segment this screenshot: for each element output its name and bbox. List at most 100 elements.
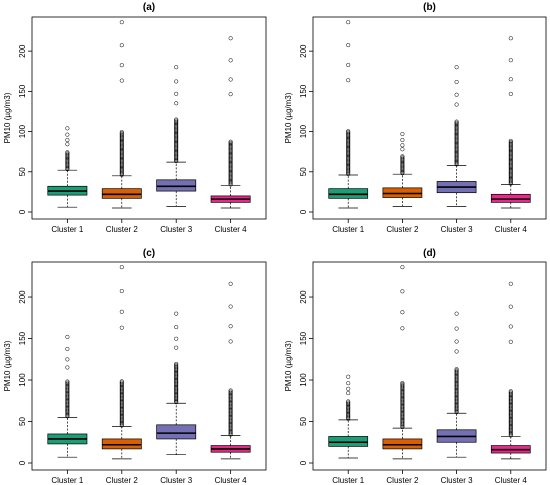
outlier-point bbox=[400, 156, 405, 161]
y-tick-label: 200 bbox=[299, 290, 308, 304]
x-tick-label: Cluster 4 bbox=[215, 476, 248, 485]
outlier-point bbox=[65, 357, 70, 362]
outlier-point bbox=[228, 388, 233, 393]
panel-title: (a) bbox=[143, 2, 155, 13]
x-tick-label: Cluster 4 bbox=[215, 225, 248, 234]
plot-frame bbox=[31, 261, 267, 471]
outlier-point bbox=[119, 78, 124, 83]
outlier-max-point bbox=[174, 311, 179, 316]
box-1: Cluster 1 bbox=[47, 126, 88, 234]
y-tick-label: 50 bbox=[299, 417, 308, 426]
outlier-max-point bbox=[65, 126, 70, 131]
outlier-point bbox=[346, 43, 351, 48]
outlier-point bbox=[454, 339, 459, 344]
box-iqr bbox=[101, 188, 142, 199]
outlier-point bbox=[400, 382, 405, 387]
outlier-point bbox=[454, 349, 459, 354]
outlier-max-point bbox=[119, 265, 124, 270]
panel-title: (b) bbox=[423, 2, 436, 13]
outlier-point bbox=[454, 119, 459, 124]
x-tick-label: Cluster 4 bbox=[495, 476, 528, 485]
outlier-max-point bbox=[508, 36, 513, 41]
outlier-point bbox=[400, 155, 405, 160]
plot-frame bbox=[312, 261, 547, 471]
outlier-point bbox=[400, 380, 405, 386]
outlier-point bbox=[65, 152, 70, 157]
outlier-point bbox=[508, 58, 513, 63]
x-tick-label: Cluster 3 bbox=[160, 476, 193, 485]
outlier-point bbox=[346, 381, 351, 386]
outlier-max-point bbox=[119, 20, 124, 25]
y-axis: 0 50 100 150 200 bbox=[18, 290, 32, 465]
outlier-point bbox=[65, 151, 70, 156]
outlier-point bbox=[174, 118, 179, 123]
outlier-point bbox=[65, 132, 70, 137]
outlier-point bbox=[508, 324, 513, 329]
outlier-point bbox=[346, 399, 351, 404]
outlier-point bbox=[65, 150, 70, 155]
outlier-point bbox=[508, 390, 513, 395]
outlier-point bbox=[228, 77, 233, 82]
outlier-point bbox=[454, 92, 459, 97]
outlier-point bbox=[119, 130, 124, 135]
outlier-point bbox=[174, 364, 179, 369]
box-iqr bbox=[490, 193, 531, 203]
box-3: Cluster 3 bbox=[156, 311, 197, 485]
box-4: Cluster 4 bbox=[210, 36, 251, 234]
outlier-point bbox=[346, 401, 351, 406]
outlier-point bbox=[174, 91, 179, 96]
outlier-point bbox=[174, 101, 179, 106]
outlier-max-point bbox=[454, 311, 459, 316]
box-iqr bbox=[328, 188, 369, 199]
outlier-point bbox=[346, 386, 351, 391]
box-3: Cluster 3 bbox=[436, 65, 477, 234]
y-axis: 0 50 100 150 200 bbox=[18, 44, 32, 214]
plot-frame bbox=[31, 16, 267, 220]
outlier-point bbox=[228, 139, 233, 144]
outlier-point bbox=[119, 379, 124, 384]
y-tick-label: 100 bbox=[299, 373, 308, 387]
y-tick-label: 200 bbox=[18, 290, 27, 304]
outlier-point bbox=[65, 380, 70, 385]
outlier-point bbox=[228, 141, 233, 147]
y-axis-label: PM10 (µg/m3) bbox=[284, 340, 293, 391]
outlier-point bbox=[346, 129, 351, 134]
panel-2: (b) 0 50 100 150 200 PM10 (µg/m3) Cluster 1 Clus… bbox=[284, 2, 547, 234]
outlier-max-point bbox=[400, 131, 405, 137]
outlier-point bbox=[174, 363, 179, 368]
outlier-point bbox=[346, 391, 351, 396]
outlier-point bbox=[228, 389, 233, 394]
outlier-max-point bbox=[228, 36, 233, 41]
y-tick-label: 0 bbox=[299, 209, 308, 214]
outlier-point bbox=[174, 79, 179, 84]
y-tick-label: 150 bbox=[18, 84, 27, 98]
box-iqr bbox=[156, 179, 197, 192]
plot-frame bbox=[312, 16, 547, 220]
outlier-point bbox=[228, 304, 233, 309]
panel-4: (d) 0 50 100 150 200 PM10 (µg/m3) Cluster 1 Clus… bbox=[284, 248, 547, 485]
y-axis-label: PM10 (µg/m3) bbox=[3, 92, 12, 143]
y-tick-label: 100 bbox=[299, 124, 308, 138]
x-tick-label: Cluster 4 bbox=[495, 225, 528, 234]
x-tick-label: Cluster 3 bbox=[441, 476, 474, 485]
panel-3: (c) 0 50 100 150 200 PM10 (µg/m3) Cluster 1 Clus… bbox=[3, 248, 267, 485]
x-tick-label: Cluster 1 bbox=[51, 476, 84, 485]
outlier-point bbox=[119, 289, 124, 294]
outlier-point bbox=[228, 140, 233, 145]
outlier-point bbox=[454, 120, 459, 125]
y-tick-label: 0 bbox=[299, 460, 308, 465]
x-tick-label: Cluster 3 bbox=[441, 225, 474, 234]
outlier-point bbox=[346, 78, 351, 83]
outlier-point bbox=[454, 368, 459, 373]
x-tick-label: Cluster 1 bbox=[332, 476, 365, 485]
outlier-point bbox=[454, 369, 459, 374]
outlier-max-point bbox=[346, 374, 351, 379]
outlier-point bbox=[119, 131, 124, 136]
outlier-point bbox=[508, 141, 513, 146]
outlier-point bbox=[119, 43, 124, 48]
outlier-point bbox=[346, 400, 351, 405]
y-axis: 0 50 100 150 200 bbox=[299, 290, 313, 465]
outlier-point bbox=[65, 381, 70, 386]
outlier-point bbox=[346, 62, 351, 68]
y-axis: 0 50 100 150 200 bbox=[299, 44, 313, 214]
